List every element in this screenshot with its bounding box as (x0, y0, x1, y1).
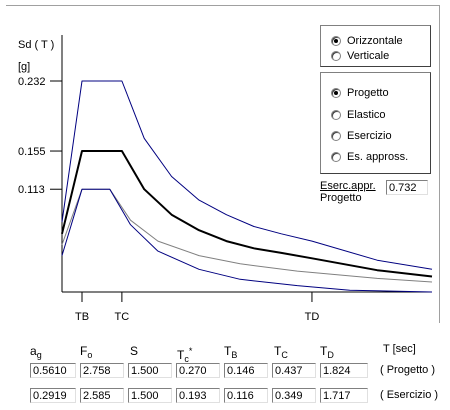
esercizio-tcstar-field[interactable] (176, 388, 220, 403)
y-tick-label: 0.113 (18, 184, 45, 196)
eserc-appr-label: Eserc.appr. (320, 180, 376, 192)
esercizio-td-field[interactable] (320, 388, 368, 403)
header-tc-star: Tc* (177, 346, 193, 364)
radio-elastico[interactable]: Elastico (331, 108, 386, 122)
spectrum-type-group: Progetto Elastico Esercizio Es. appross. (320, 72, 431, 174)
radio-label: Progetto (347, 87, 389, 99)
progetto-tcstar-field[interactable] (176, 363, 220, 378)
progetto-row-label: ( Progetto ) (380, 364, 436, 376)
spectrum-series-line (61, 80, 433, 270)
radio-orizzontale[interactable]: Orizzontale (331, 34, 403, 48)
header-tc: TC (274, 344, 288, 360)
spectrum-chart: Sd ( T ) [g] 0.232 0.155 0.113 TB TC TD (18, 35, 433, 323)
panel-border-right (439, 5, 440, 323)
progetto-ag-field[interactable] (30, 363, 76, 378)
panel-border-top (6, 5, 440, 6)
radio-label: Es. appross. (347, 151, 409, 163)
direction-group: Orizzontale Verticale (320, 25, 431, 67)
esercizio-tc-field[interactable] (272, 388, 316, 403)
header-fo: Fo (80, 344, 93, 360)
header-tb: TB (224, 344, 238, 360)
spectrum-series-line (61, 150, 433, 278)
radio-button[interactable] (331, 36, 341, 46)
y-tick-label: 0.232 (18, 76, 46, 88)
header-td: TD (320, 344, 334, 360)
x-tick-label: TC (115, 311, 130, 323)
radio-label: Esercizio (347, 130, 392, 142)
radio-esercizio[interactable]: Esercizio (331, 129, 392, 143)
progetto-td-field[interactable] (320, 363, 368, 378)
radio-button[interactable] (331, 152, 341, 162)
y-tick-label: 0.155 (18, 146, 46, 158)
spectrum-series-line (61, 188, 433, 293)
progetto-tb-field[interactable] (224, 363, 268, 378)
period-unit-label: T [sec] (383, 343, 416, 355)
radio-button[interactable] (331, 110, 341, 120)
progetto-s-field[interactable] (128, 363, 172, 378)
progetto-tc-field[interactable] (272, 363, 316, 378)
radio-label: Elastico (347, 109, 386, 121)
eserc-appr-input[interactable] (386, 180, 428, 195)
radio-progetto[interactable]: Progetto (331, 86, 389, 100)
radio-es-appross[interactable]: Es. appross. (331, 150, 408, 164)
x-tick-label: TD (305, 311, 320, 323)
radio-button[interactable] (331, 51, 341, 61)
radio-label: Orizzontale (347, 35, 403, 47)
eserc-appr-sublabel: Progetto (320, 192, 362, 204)
esercizio-s-field[interactable] (128, 388, 172, 403)
x-tick-label: TB (75, 311, 89, 323)
radio-label: Verticale (347, 50, 390, 62)
esercizio-row-label: ( Esercizio ) (380, 389, 439, 401)
radio-button[interactable] (331, 88, 341, 98)
radio-verticale[interactable]: Verticale (331, 49, 389, 63)
header-ag: ag (30, 344, 42, 360)
esercizio-ag-field[interactable] (30, 388, 76, 403)
progetto-fo-field[interactable] (80, 363, 124, 378)
esercizio-fo-field[interactable] (80, 388, 124, 403)
y-axis-unit: [g] (18, 61, 30, 73)
y-axis-label: Sd ( T ) (18, 39, 54, 51)
esercizio-tb-field[interactable] (224, 388, 268, 403)
header-s: S (130, 344, 139, 358)
radio-button[interactable] (331, 131, 341, 141)
